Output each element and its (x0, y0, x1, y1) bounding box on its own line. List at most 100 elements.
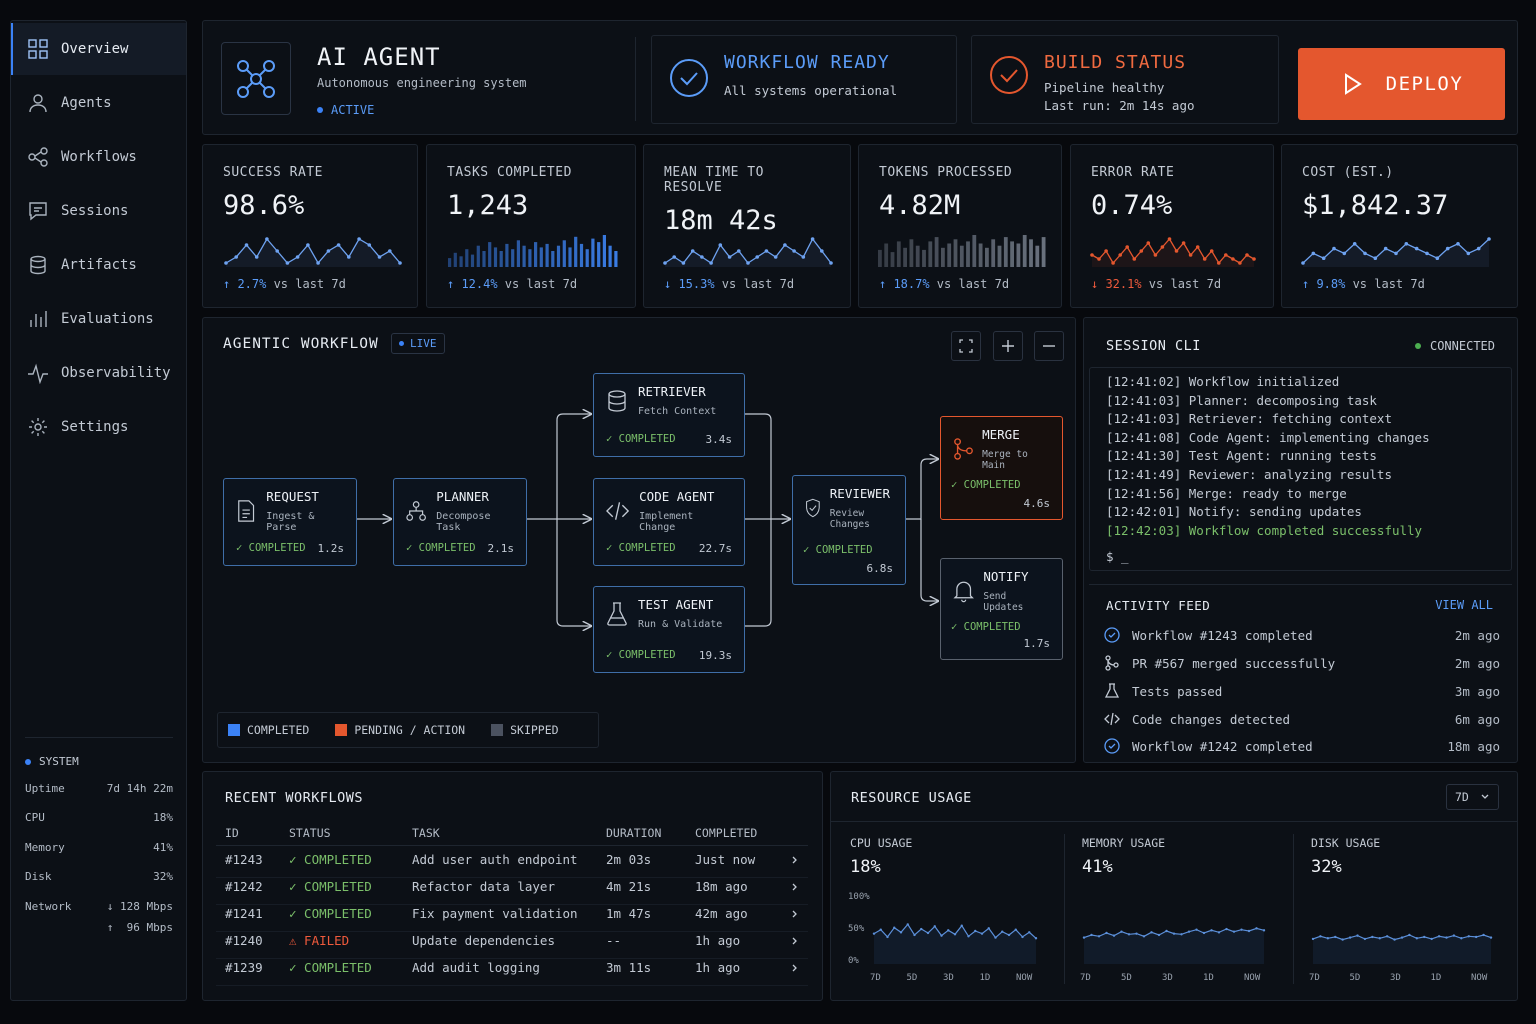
activity-item[interactable]: Tests passed 3m ago (1104, 683, 1500, 699)
column-header-id[interactable]: ID (225, 826, 239, 840)
spark-point (1188, 253, 1193, 257)
node-time: 1.7s (1023, 637, 1051, 650)
workflow-panel-title: AGENTIC WORKFLOW (223, 336, 379, 352)
spark-point (1252, 257, 1256, 261)
table-row[interactable]: #1239 ✓ COMPLETED Add audit logging 3m 11s 1… (216, 959, 808, 986)
data-point (1326, 937, 1330, 940)
sidebar-item-agents[interactable]: Agents (11, 77, 186, 129)
kpi-value: 0.74% (1091, 190, 1173, 221)
chevron-right-icon[interactable] (790, 909, 800, 919)
cell-task: Update dependencies (412, 933, 555, 948)
system-row-network: Network ↓ 128 Mbps (25, 900, 173, 913)
sparkline (1090, 237, 1256, 267)
cli-terminal[interactable]: [12:41:02] Workflow initialized [12:41:0… (1089, 367, 1512, 571)
node-test-agent[interactable]: TEST AGENT Run & Validate ✓ COMPLETED 19… (593, 586, 745, 673)
gear-icon (27, 416, 49, 438)
zoom-out-button[interactable] (1034, 331, 1064, 361)
data-point (987, 927, 990, 930)
table-row[interactable]: #1240 ⚠ FAILED Update dependencies -- 1h ago (216, 932, 808, 959)
node-merge[interactable]: MERGE Merge to Main ✓ COMPLETED 4.6s (940, 416, 1063, 520)
sidebar-item-sessions[interactable]: Sessions (11, 185, 186, 237)
node-reviewer[interactable]: REVIEWER Review Changes ✓ COMPLETED 6.8s (792, 475, 906, 585)
node-subtitle: Merge to Main (982, 449, 1028, 471)
sidebar-item-label: Observability (61, 365, 171, 381)
activity-item[interactable]: Workflow #1243 completed 2m ago (1104, 627, 1500, 643)
data-point (1240, 928, 1243, 931)
sidebar-item-settings[interactable]: Settings (11, 401, 186, 453)
activity-item[interactable]: Workflow #1242 completed 18m ago (1104, 738, 1500, 754)
spark-point (820, 249, 824, 253)
node-planner[interactable]: PLANNER Decompose Task ✓ COMPLETED 2.1s (393, 478, 527, 566)
spark-point (388, 249, 392, 253)
node-status: ✓ COMPLETED (406, 542, 476, 554)
cell-id: #1242 (225, 879, 263, 894)
node-request[interactable]: REQUEST Ingest & Parse ✓ COMPLETED 1.2s (223, 478, 357, 566)
spark-point (1404, 242, 1409, 246)
activity-item[interactable]: Code changes detected 6m ago (1104, 711, 1500, 727)
chevron-right-icon[interactable] (790, 963, 800, 973)
spark-point (1311, 251, 1316, 256)
spark-area (226, 239, 400, 267)
cell-completed: 42m ago (695, 906, 748, 921)
data-point (1400, 936, 1404, 939)
data-point (1165, 929, 1168, 933)
deploy-button[interactable]: DEPLOY (1298, 48, 1505, 120)
table-row[interactable]: #1242 ✓ COMPLETED Refactor data layer 4m 21… (216, 878, 808, 905)
system-title-label: SYSTEM (39, 755, 79, 768)
node-notify[interactable]: NOTIFY Send Updates ✓ COMPLETED 1.7s (940, 558, 1063, 660)
cell-task: Refactor data layer (412, 879, 555, 894)
plus-icon (1002, 340, 1014, 352)
spark-bar (470, 254, 475, 267)
spark-bar (511, 249, 515, 267)
data-point (1341, 938, 1344, 941)
fullscreen-button[interactable] (951, 331, 981, 361)
spark-point (1146, 241, 1151, 245)
series-area (1084, 928, 1264, 964)
chevron-right-icon[interactable] (790, 936, 800, 946)
cell-duration: 4m 21s (606, 879, 652, 894)
view-all-link[interactable]: VIEW ALL (1435, 598, 1493, 612)
cell-id: #1240 (225, 933, 263, 948)
data-point (1348, 936, 1352, 939)
data-point (1430, 937, 1433, 941)
column-header-status[interactable]: STATUS (289, 826, 331, 840)
system-row-uptime: Uptime 7d 14h 22m (25, 782, 173, 795)
sidebar-item-observability[interactable]: Observability (11, 347, 186, 399)
node-code-agent[interactable]: CODE AGENT Implement Change ✓ COMPLETED … (593, 478, 745, 566)
sidebar-item-workflows[interactable]: Workflows (11, 131, 186, 183)
data-point (960, 924, 963, 927)
data-point (1437, 935, 1441, 938)
column-header-duration[interactable]: DURATION (606, 826, 662, 840)
spark-point (1445, 246, 1450, 251)
node-retriever[interactable]: RETRIEVER Fetch Context ✓ COMPLETED 3.4s (593, 373, 745, 457)
sidebar-item-overview[interactable]: Overview (11, 23, 186, 75)
share-icon (27, 146, 49, 168)
check-circle-icon (990, 56, 1028, 94)
x-tick-label: 7D (870, 973, 881, 983)
cli-line: [12:42:01] Notify: sending updates (1106, 504, 1362, 520)
column-header-task[interactable]: TASK (412, 826, 440, 840)
chevron-right-icon[interactable] (790, 855, 800, 865)
range-select[interactable]: 7D (1446, 784, 1499, 810)
kpi-title: SUCCESS RATE (223, 165, 323, 180)
zoom-in-button[interactable] (993, 331, 1023, 361)
data-point (1445, 936, 1448, 939)
table-row[interactable]: #1241 ✓ COMPLETED Fix payment validation 1m… (216, 905, 808, 932)
sidebar-item-artifacts[interactable]: Artifacts (11, 239, 186, 291)
x-tick-label: 5D (1121, 973, 1132, 983)
data-point (893, 926, 896, 929)
data-point (967, 935, 970, 938)
data-point (1385, 935, 1389, 938)
status-dot (317, 107, 323, 113)
recent-workflows-panel: RECENT WORKFLOWS (202, 771, 823, 1001)
column-header-completed[interactable]: COMPLETED (695, 826, 758, 840)
sidebar-item-evaluations[interactable]: Evaluations (11, 293, 186, 345)
node-title: MERGE (982, 427, 1020, 442)
spark-point (244, 243, 249, 247)
chevron-right-icon[interactable] (790, 882, 800, 892)
spark-bar (972, 235, 977, 267)
data-point (940, 934, 943, 937)
activity-item[interactable]: PR #567 merged successfully 2m ago (1104, 655, 1500, 671)
header-bar: AI AGENT Autonomous engineering system A… (202, 20, 1518, 135)
table-row[interactable]: #1243 ✓ COMPLETED Add user auth endpoint 2m… (216, 851, 808, 878)
